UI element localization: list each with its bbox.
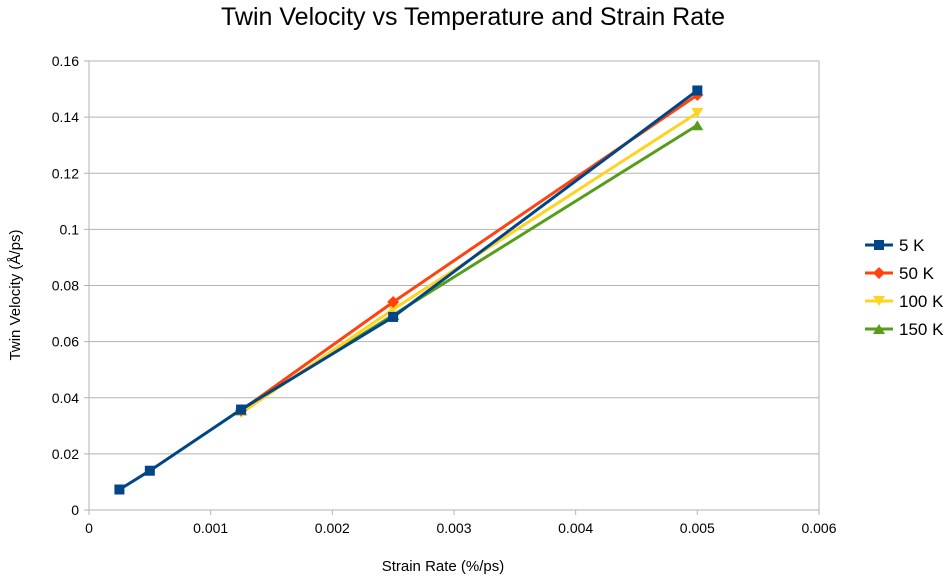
y-tick-label: 0.02 bbox=[52, 446, 79, 462]
y-axis-ticks: 0 0.02 0.04 0.06 0.08 0.1 0.12 0.14 0.16 bbox=[52, 53, 89, 518]
x-tick-label: 0.004 bbox=[558, 520, 593, 536]
x-tick-label: 0.006 bbox=[801, 520, 836, 536]
data-point-50k bbox=[387, 296, 400, 309]
data-point-100k bbox=[691, 107, 704, 118]
legend-label: 5 K bbox=[899, 236, 925, 255]
legend-marker bbox=[873, 267, 885, 279]
chart-title: Twin Velocity vs Temperature and Strain … bbox=[221, 3, 725, 31]
x-tick-label: 0.005 bbox=[680, 520, 715, 536]
x-tick-label: 0.001 bbox=[193, 520, 228, 536]
data-point-5k bbox=[388, 311, 399, 322]
legend-marker bbox=[873, 324, 885, 334]
legend-item-150k: 150 K bbox=[865, 320, 944, 339]
y-tick-label: 0.04 bbox=[52, 390, 79, 406]
data-point-5k bbox=[144, 465, 155, 476]
x-axis-ticks: 0 0.001 0.002 0.003 0.004 0.005 0.006 bbox=[85, 510, 837, 536]
y-tick-label: 0.16 bbox=[52, 53, 79, 69]
legend-label: 150 K bbox=[899, 320, 944, 339]
y-tick-label: 0.14 bbox=[52, 109, 79, 125]
y-tick-label: 0.06 bbox=[52, 334, 79, 350]
y-tick-label: 0.1 bbox=[60, 221, 80, 237]
legend-item-100k: 100 K bbox=[865, 292, 944, 311]
y-tick-label: 0.12 bbox=[52, 165, 79, 181]
data-point-100k bbox=[387, 304, 400, 315]
y-axis-label: Twin Velocity (Å/ps) bbox=[7, 230, 24, 361]
series-5k bbox=[114, 85, 703, 495]
data-point-5k bbox=[692, 85, 703, 96]
x-tick-label: 0.003 bbox=[436, 520, 471, 536]
legend-item-5k: 5 K bbox=[865, 236, 925, 255]
x-tick-label: 0.002 bbox=[315, 520, 350, 536]
x-axis-label: Strain Rate (%/ps) bbox=[382, 558, 505, 575]
x-tick-label: 0 bbox=[85, 520, 93, 536]
legend-marker bbox=[874, 240, 884, 250]
series-layer bbox=[114, 85, 704, 495]
y-tick-label: 0 bbox=[71, 502, 79, 518]
legend-item-50k: 50 K bbox=[865, 264, 935, 283]
data-point-5k bbox=[236, 404, 247, 415]
legend: 5 K 50 K 100 K 150 K bbox=[865, 236, 944, 339]
data-point-5k bbox=[114, 484, 125, 495]
legend-marker bbox=[873, 296, 885, 306]
legend-label: 100 K bbox=[899, 292, 944, 311]
y-tick-label: 0.08 bbox=[52, 278, 79, 294]
gridlines bbox=[89, 60, 819, 511]
legend-label: 50 K bbox=[899, 264, 935, 283]
data-point-150k bbox=[691, 120, 704, 131]
